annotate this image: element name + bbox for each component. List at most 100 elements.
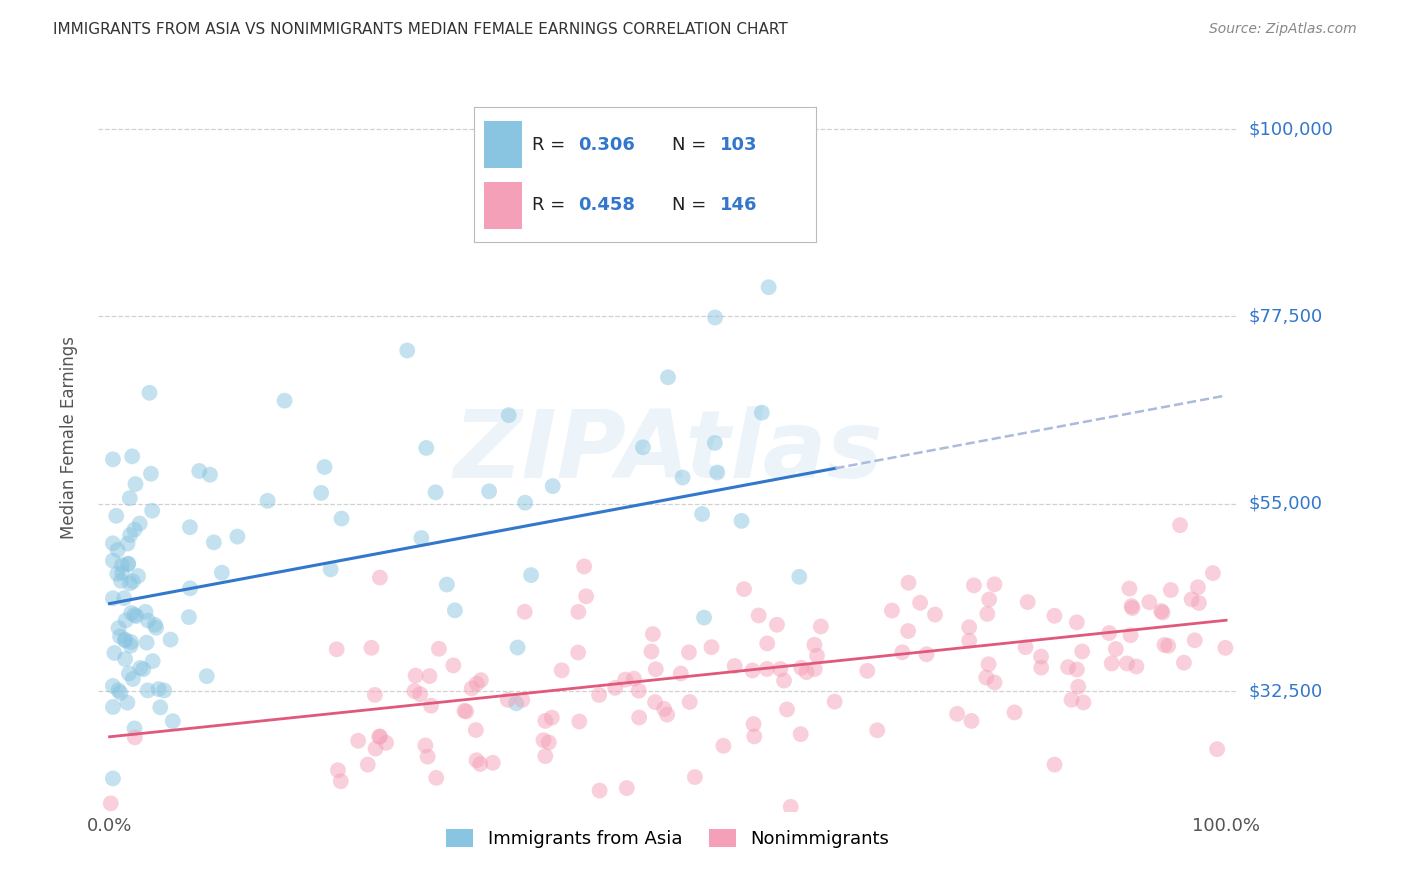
Point <box>1173 656 1195 670</box>
Point <box>690 507 713 521</box>
Point <box>319 562 342 576</box>
Point <box>891 645 914 659</box>
Point <box>679 695 702 709</box>
Point <box>1043 757 1066 772</box>
Point <box>418 669 440 683</box>
Point <box>375 736 398 750</box>
Point <box>470 756 492 771</box>
Point <box>756 636 779 650</box>
Point <box>1150 604 1173 618</box>
Point <box>107 621 129 635</box>
Point <box>364 688 387 702</box>
Point <box>1121 601 1143 615</box>
Point <box>534 714 557 728</box>
Point <box>733 582 755 596</box>
Point <box>655 707 678 722</box>
Point <box>481 756 503 770</box>
Point <box>776 702 799 716</box>
Point <box>103 646 125 660</box>
Point <box>105 566 128 581</box>
Point <box>1098 626 1121 640</box>
Text: $100,000: $100,000 <box>1249 120 1333 138</box>
Point <box>159 632 181 647</box>
Point <box>118 666 141 681</box>
Point <box>671 470 693 484</box>
Point <box>425 771 447 785</box>
Point <box>179 520 201 534</box>
Point <box>983 577 1005 591</box>
Point <box>856 664 879 678</box>
Text: IMMIGRANTS FROM ASIA VS NONIMMIGRANTS MEDIAN FEMALE EARNINGS CORRELATION CHART: IMMIGRANTS FROM ASIA VS NONIMMIGRANTS ME… <box>53 22 789 37</box>
Point <box>326 763 349 777</box>
Point <box>567 646 589 660</box>
Point <box>136 614 159 628</box>
Point <box>415 739 437 753</box>
Point <box>226 530 249 544</box>
Point <box>751 406 773 420</box>
Point <box>1043 608 1066 623</box>
Point <box>464 723 486 737</box>
Point <box>588 688 610 702</box>
Point <box>1137 595 1160 609</box>
Point <box>420 698 443 713</box>
Point <box>1153 638 1175 652</box>
Text: ZIPAtlas: ZIPAtlas <box>453 406 883 498</box>
Point <box>510 693 533 707</box>
Point <box>129 661 152 675</box>
Point <box>1066 663 1088 677</box>
Point <box>506 640 529 655</box>
Point <box>444 603 467 617</box>
Point <box>1160 582 1182 597</box>
Point <box>1017 595 1039 609</box>
Point <box>470 673 492 687</box>
Point <box>111 566 134 580</box>
Point <box>1067 680 1090 694</box>
Point <box>567 605 589 619</box>
Point <box>1118 582 1140 596</box>
Point <box>614 673 637 687</box>
Point <box>541 479 564 493</box>
Point <box>425 485 447 500</box>
Point <box>179 582 201 596</box>
Text: $32,500: $32,500 <box>1249 682 1323 700</box>
Point <box>803 662 825 676</box>
Point <box>101 591 124 606</box>
Point <box>436 577 458 591</box>
Point <box>120 639 142 653</box>
Point <box>588 783 610 797</box>
Point <box>787 570 810 584</box>
Point <box>114 632 136 647</box>
Point <box>101 553 124 567</box>
Point <box>132 662 155 676</box>
Point <box>124 731 146 745</box>
Point <box>513 605 536 619</box>
Point <box>309 486 332 500</box>
Point <box>195 669 218 683</box>
Point <box>134 605 156 619</box>
Point <box>364 741 387 756</box>
Point <box>1152 606 1174 620</box>
Point <box>411 531 433 545</box>
Point <box>273 393 295 408</box>
Point <box>769 662 792 676</box>
Point <box>789 727 811 741</box>
Point <box>148 682 170 697</box>
Point <box>1057 660 1080 674</box>
Point <box>496 692 519 706</box>
Point <box>117 557 139 571</box>
Point <box>977 657 1000 672</box>
Point <box>1029 649 1052 664</box>
Point <box>100 797 122 811</box>
Point <box>120 606 142 620</box>
Point <box>742 730 765 744</box>
Point <box>703 436 725 450</box>
Point <box>112 591 135 606</box>
Point <box>704 310 727 325</box>
Point <box>605 681 627 695</box>
Point <box>110 686 132 700</box>
Point <box>404 684 426 698</box>
Point <box>101 536 124 550</box>
Point <box>139 467 162 481</box>
Point <box>153 683 176 698</box>
Point <box>1066 615 1088 630</box>
